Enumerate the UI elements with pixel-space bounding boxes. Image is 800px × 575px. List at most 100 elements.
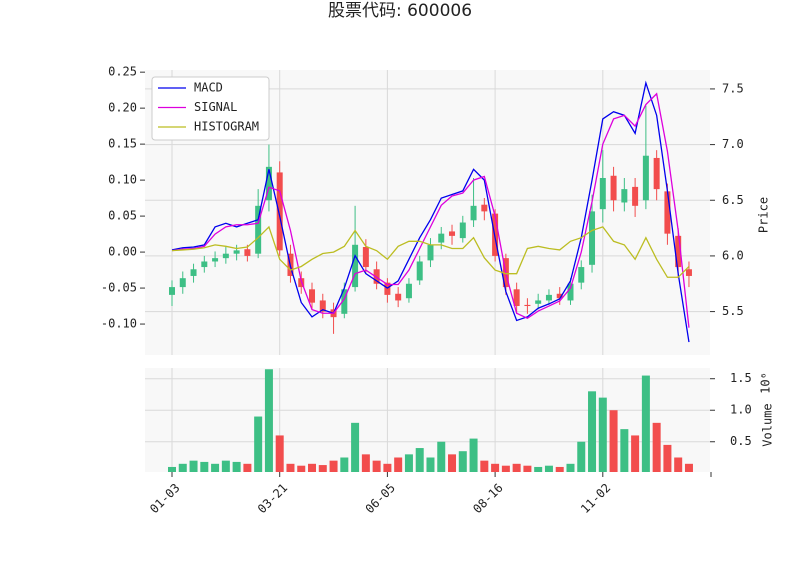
volume-bar — [372, 460, 381, 472]
volume-bar — [211, 463, 220, 472]
volume-bar — [351, 422, 360, 472]
volume-bar — [544, 465, 553, 472]
candle-body — [222, 253, 229, 259]
candle-body — [642, 155, 649, 201]
candle-body — [556, 293, 563, 299]
candle-body — [664, 191, 671, 234]
y-tick-label: 0.20 — [108, 101, 137, 115]
y-tick-label: 0.25 — [108, 65, 137, 79]
volume-tick-label: 0.5 — [730, 434, 752, 448]
series-line — [171, 92, 690, 328]
candle-body — [276, 172, 283, 251]
volume-tick-label: 1.5 — [730, 371, 752, 385]
candle-body — [244, 249, 251, 256]
volume-bar — [609, 410, 618, 472]
volume-bar — [523, 465, 532, 472]
candle-body — [578, 267, 585, 283]
candle-body — [685, 269, 692, 276]
candle-body — [341, 289, 348, 314]
y-tick-label: 0.15 — [108, 137, 137, 151]
volume-bar — [297, 465, 306, 472]
candle-body — [427, 244, 434, 261]
candle-body — [675, 235, 682, 268]
volume-bar — [652, 422, 661, 472]
candle-body — [212, 258, 219, 262]
volume-bar — [631, 435, 640, 472]
volume-bar — [674, 457, 683, 472]
x-tick-label: 11-02 — [578, 481, 613, 516]
volume-bar — [663, 444, 672, 472]
volume-bar — [426, 457, 435, 472]
legend-box — [151, 76, 270, 141]
candle-body — [190, 269, 197, 276]
y-tick-label: 0.00 — [108, 245, 137, 259]
candle-body — [535, 300, 542, 304]
candle-body — [524, 304, 531, 307]
volume-bar — [588, 391, 597, 472]
volume-bar — [437, 441, 446, 472]
volume-bar — [318, 465, 327, 472]
y2-tick-label: 7.0 — [722, 137, 744, 151]
volume-bar — [448, 454, 457, 472]
x-tick-label: 08-16 — [470, 481, 505, 516]
volume-bar — [275, 435, 284, 472]
legend-label: HISTOGRAM — [194, 120, 259, 134]
volume-bar — [243, 463, 252, 472]
candle-body — [610, 175, 617, 201]
candle-body — [255, 205, 262, 254]
candle-body — [513, 289, 520, 307]
volume-bar — [308, 463, 317, 472]
candle-body — [449, 231, 456, 236]
volume-bar — [598, 397, 607, 472]
volume-bar — [501, 465, 510, 472]
price-axis-label: Price — [757, 197, 771, 233]
x-tick-label: 06-05 — [363, 481, 398, 516]
candle-body — [201, 261, 208, 268]
volume-bar — [189, 460, 198, 472]
volume-bar — [383, 463, 392, 472]
candle-body — [632, 186, 639, 206]
candle-body — [362, 247, 369, 268]
volume-bar — [340, 457, 349, 472]
volume-bar — [361, 454, 370, 472]
volume-bar — [684, 463, 693, 472]
candle-body — [416, 261, 423, 281]
volume-bar — [620, 429, 629, 472]
volume-bar — [394, 457, 403, 472]
volume-bar — [178, 463, 187, 472]
candle-body — [319, 300, 326, 312]
candle-body — [395, 293, 402, 301]
candle-body — [265, 166, 272, 201]
x-tick-label: 01-03 — [147, 481, 182, 516]
volume-bar — [469, 438, 478, 472]
legend-label: MACD — [194, 81, 223, 95]
candle-body — [470, 205, 477, 221]
y-tick-label: -0.05 — [101, 281, 137, 295]
candle-body — [589, 211, 596, 265]
volume-bar — [254, 416, 263, 472]
volume-bar — [534, 466, 543, 472]
candle-body — [459, 222, 466, 239]
candle-body — [481, 204, 488, 212]
candle-body — [405, 283, 412, 299]
volume-bar — [458, 451, 467, 472]
candle-body — [545, 294, 552, 301]
chart-title: 股票代码: 600006 — [328, 1, 472, 21]
y2-tick-label: 6.5 — [722, 193, 744, 207]
candle-body — [567, 283, 574, 301]
volume-bar — [566, 463, 575, 472]
volume-bar — [404, 454, 413, 472]
candle-body — [653, 157, 660, 190]
x-tick-label: 03-21 — [255, 481, 290, 516]
volume-bar — [232, 461, 241, 472]
y-tick-label: -0.10 — [101, 317, 137, 331]
volume-tick-label: 1.0 — [730, 403, 752, 417]
legend-label: SIGNAL — [194, 100, 237, 114]
y2-tick-label: 7.5 — [722, 81, 744, 95]
volume-bar — [221, 460, 230, 472]
candle-body — [169, 287, 175, 295]
y2-tick-label: 6.0 — [722, 248, 744, 262]
volume-bar — [286, 463, 295, 472]
volume-bar — [264, 369, 273, 472]
volume-bar — [480, 460, 489, 472]
